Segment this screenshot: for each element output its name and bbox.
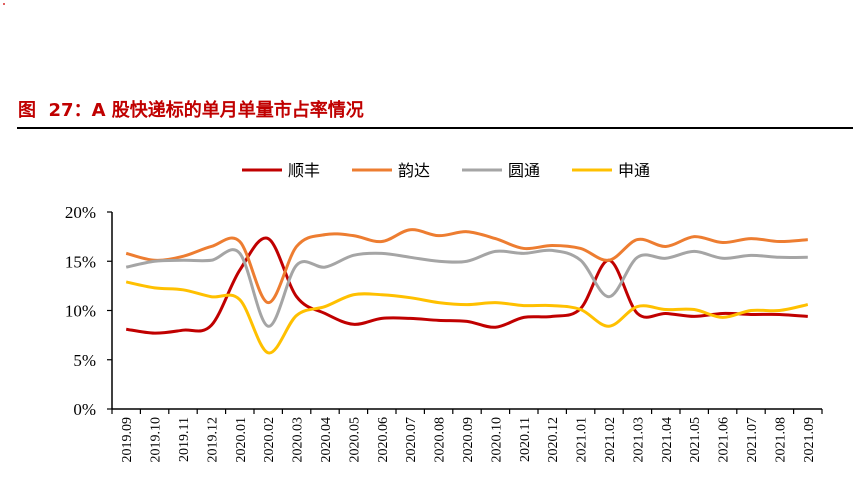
x-tick-label: 2020.07 <box>404 417 419 463</box>
x-tick-label: 2021.03 <box>631 417 646 463</box>
x-tick-label: 2021.05 <box>688 417 703 463</box>
x-tick-label: 2020.08 <box>433 417 448 463</box>
x-tick-label: 2019.12 <box>205 417 220 463</box>
x-tick-label: 2020.01 <box>234 417 249 463</box>
legend-label: 韵达 <box>398 161 430 180</box>
x-tick-label: 2020.12 <box>546 417 561 463</box>
x-tick-label: 2021.04 <box>660 417 675 463</box>
x-tick-label: 2020.10 <box>489 417 504 463</box>
y-tick-label: 10% <box>65 302 96 321</box>
legend-label: 圆通 <box>508 161 540 180</box>
y-tick-label: 0% <box>73 400 96 419</box>
x-tick-label: 2020.11 <box>518 417 533 462</box>
decorative-dot <box>3 3 5 5</box>
x-tick-label: 2020.04 <box>319 417 334 463</box>
x-tick-label: 2021.07 <box>745 417 760 463</box>
x-tick-label: 2021.09 <box>802 417 817 463</box>
x-tick-label: 2019.10 <box>149 417 164 463</box>
title-rule <box>17 127 853 129</box>
x-tick-label: 2021.08 <box>773 417 788 463</box>
figure-title: 图 27：A 股快递标的单月单量市占率情况 <box>18 100 364 121</box>
x-tick-label: 2020.05 <box>347 417 362 463</box>
y-tick-label: 5% <box>73 351 96 370</box>
x-tick-label: 2019.11 <box>177 417 192 462</box>
x-tick-label: 2021.02 <box>603 417 618 463</box>
x-tick-label: 2020.09 <box>461 417 476 463</box>
y-tick-label: 20% <box>65 203 96 222</box>
x-tick-label: 2020.06 <box>376 417 391 463</box>
legend-label: 顺丰 <box>288 161 320 180</box>
x-tick-label: 2019.09 <box>120 417 135 463</box>
x-tick-label: 2020.03 <box>291 417 306 463</box>
x-tick-label: 2020.02 <box>262 417 277 463</box>
y-tick-label: 15% <box>65 252 96 271</box>
legend-label: 申通 <box>618 161 650 180</box>
x-tick-label: 2021.06 <box>717 417 732 463</box>
x-tick-label: 2021.01 <box>575 417 590 463</box>
